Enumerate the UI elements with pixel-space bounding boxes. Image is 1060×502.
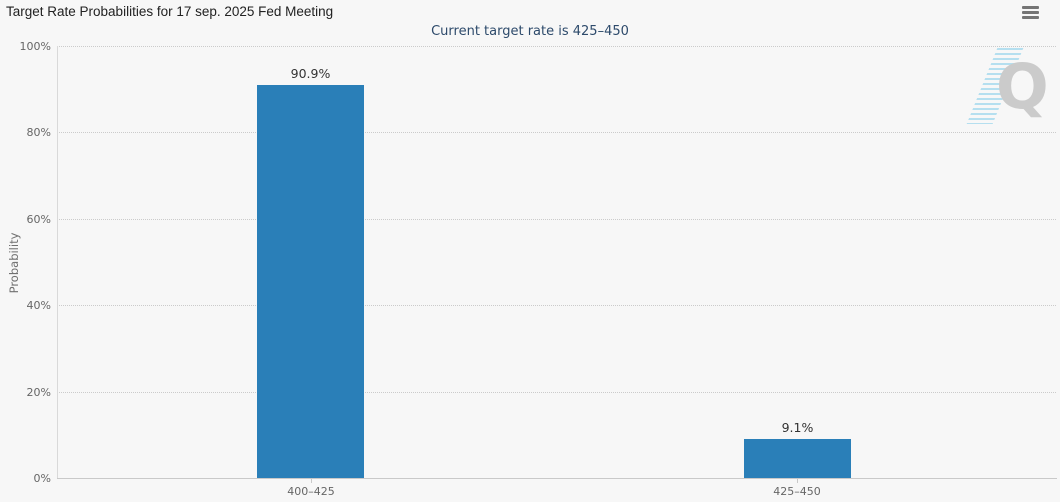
y-axis-line [57, 46, 58, 478]
chart-subtitle: Current target rate is 425–450 [431, 24, 629, 39]
x-tick [311, 478, 312, 483]
x-axis-line [57, 478, 1057, 479]
y-tick-label-0: 0% [33, 472, 51, 485]
bar-value-label: 90.9% [290, 66, 331, 82]
gridline-80 [57, 132, 1056, 133]
watermark-q-logo-icon: Q [996, 50, 1049, 123]
bar-value-label: 9.1% [781, 419, 814, 435]
y-tick-label-20: 20% [26, 386, 51, 399]
gridline-100 [57, 46, 1056, 47]
bar[interactable] [744, 438, 851, 478]
context-menu-button[interactable] [1022, 6, 1040, 20]
x-category-label: 425–450 [773, 485, 821, 498]
chart-title: Target Rate Probabilities for 17 sep. 20… [6, 4, 334, 19]
y-tick-label-80: 80% [26, 126, 51, 139]
x-category-label: 400–425 [287, 485, 335, 498]
y-tick-label-60: 60% [26, 213, 51, 226]
gridline-20 [57, 392, 1056, 393]
gridline-60 [57, 219, 1056, 220]
hamburger-menu-icon [1022, 6, 1040, 19]
y-tick-label-40: 40% [26, 299, 51, 312]
y-axis-title: Probability [7, 232, 21, 294]
x-tick [797, 478, 798, 483]
y-tick-label-100: 100% [19, 40, 51, 53]
bar[interactable] [257, 85, 364, 478]
gridline-40 [57, 305, 1056, 306]
